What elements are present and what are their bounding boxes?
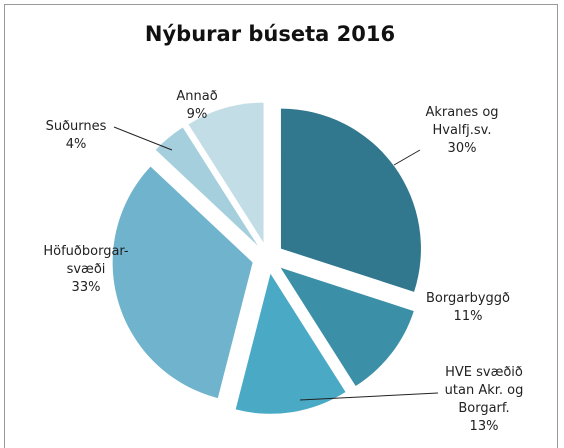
pie-slice — [155, 127, 258, 246]
category-label: Annað — [176, 89, 218, 104]
pie-slice — [280, 267, 414, 387]
data-label: HVE svæðið utan Akr. og Borgarf. 13% — [445, 364, 524, 436]
chart-title: Nýburar búseta 2016 — [144, 22, 396, 46]
pie-slice — [280, 108, 421, 292]
data-label: Akranes og Hvalfj.sv. 30% — [425, 104, 498, 158]
data-label: Annað 9% — [176, 88, 217, 124]
category-label: Akranes og Hvalfj.sv. — [425, 105, 499, 138]
category-label: Suðurnes — [45, 119, 107, 134]
pie-slice — [188, 102, 264, 243]
pie-slice — [112, 166, 253, 399]
data-label: Suðurnes 4% — [46, 118, 107, 154]
leader-line — [393, 149, 421, 166]
value-label: 13% — [469, 419, 499, 434]
data-label: Borgarbyggð 11% — [426, 290, 510, 326]
value-label: 4% — [65, 137, 87, 152]
leader-line — [113, 126, 173, 151]
value-label: 11% — [453, 309, 483, 324]
category-label: Borgarbyggð — [426, 291, 510, 306]
category-label: Höfuðborgar- svæði — [43, 244, 129, 277]
value-label: 30% — [447, 141, 477, 156]
leader-line — [299, 392, 439, 401]
value-label: 33% — [71, 280, 101, 295]
pie-slice — [235, 273, 346, 414]
value-label: 9% — [186, 107, 208, 122]
category-label: HVE svæðið utan Akr. og Borgarf. — [444, 365, 524, 416]
data-label: Höfuðborgar- svæði 33% — [43, 243, 128, 297]
